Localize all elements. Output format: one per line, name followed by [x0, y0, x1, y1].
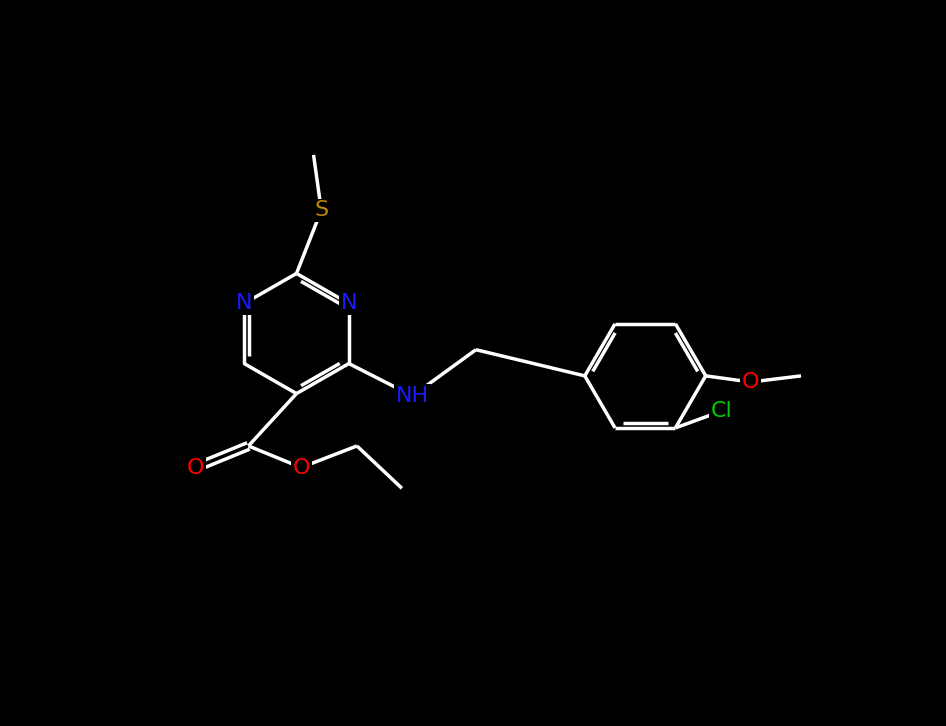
Text: NH: NH [395, 386, 429, 406]
Text: S: S [314, 200, 328, 220]
Text: O: O [187, 457, 204, 478]
Text: Cl: Cl [711, 401, 733, 421]
Text: O: O [292, 457, 310, 478]
Text: O: O [742, 372, 760, 392]
Text: N: N [236, 293, 253, 314]
Text: N: N [341, 293, 357, 314]
